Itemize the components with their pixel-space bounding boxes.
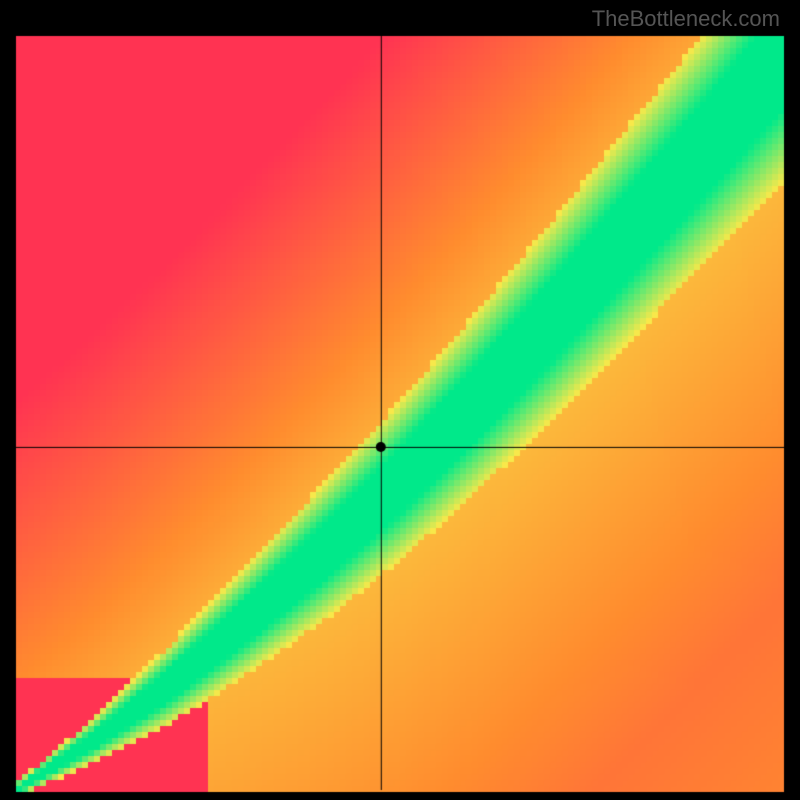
heatmap-canvas xyxy=(0,0,800,800)
bottleneck-chart: TheBottleneck.com xyxy=(0,0,800,800)
watermark-text: TheBottleneck.com xyxy=(592,6,780,32)
